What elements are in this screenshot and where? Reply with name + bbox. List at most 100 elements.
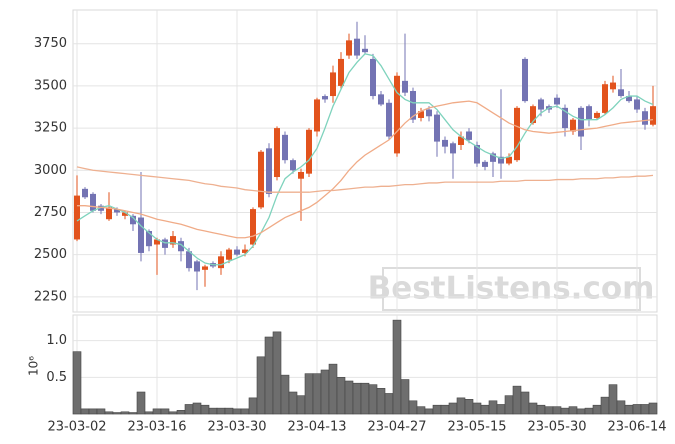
candle-body [602,84,608,113]
volume-bar [192,402,202,415]
x-tick-label: 23-06-14 [607,420,666,435]
volume-bar [72,351,82,415]
candle-body [194,261,200,272]
volume-bar [424,408,434,415]
volume-bar [360,382,370,415]
candle-body [362,48,368,53]
candle-body [410,90,416,120]
candle-body [578,107,584,137]
volume-bar [648,402,658,415]
watermark: BestListens.com [368,271,655,307]
volume-bar [312,373,322,415]
candle-body [626,96,632,102]
candle-body [226,249,232,260]
candle-body [218,256,224,269]
volume-bar [592,404,602,415]
candle-body [378,94,384,105]
volume-bar [336,377,346,415]
volume-bar [232,408,242,415]
candle-body [426,109,432,117]
y-tick-label: 3250 [34,121,67,136]
candle-body [586,106,592,120]
volume-bar [120,411,130,415]
candle-body [346,40,352,56]
volume-bar [440,404,450,415]
y-tick-label: 1.0 [46,333,67,348]
x-tick-label: 23-05-30 [527,420,586,435]
x-tick-label: 23-04-13 [287,420,346,435]
volume-bar [184,404,194,415]
volume-bar [376,388,386,415]
y-tick-label: 3750 [34,36,67,51]
candle-body [442,139,448,147]
volume-bar [608,384,618,415]
volume-bar [464,399,474,415]
candle-body [458,136,464,145]
candle-body [482,161,488,167]
volume-bar [160,408,170,415]
volume-bar [568,406,578,415]
candle-body [282,134,288,161]
candle-body [562,107,568,129]
candle-body [82,188,88,198]
candle-body [178,241,184,252]
candle-body [514,107,520,161]
candle-body [610,82,616,90]
volume-bar [520,391,530,415]
volume-bar [304,373,314,415]
candle-body [186,251,192,269]
volume-bar [400,379,410,415]
volume-bar [176,410,186,415]
volume-bar [272,331,282,415]
moving-average-line [76,53,654,266]
candle-body [642,111,648,125]
candle-body [570,119,576,132]
volume-bar [136,391,146,415]
candle-body [402,80,408,93]
candle-body [618,89,624,97]
volume-bar [456,397,466,415]
candle-body [490,153,496,162]
candle-body [306,129,312,174]
volume-bar [576,408,586,415]
candle-body [314,99,320,132]
volume-bar [104,411,114,415]
volume-bar [584,407,594,415]
candle-body [266,148,272,194]
candle-body [394,75,400,154]
volume-bar [480,404,490,415]
volume-bar [296,395,306,415]
candle-body [538,99,544,110]
volume-bar [224,407,234,415]
x-tick-label: 23-03-16 [127,420,186,435]
volume-bar [472,402,482,415]
candle-body [114,209,120,213]
candle-body [274,128,280,178]
volume-bar [256,356,266,415]
volume-bar [240,408,250,415]
moving-average-line [76,166,654,193]
volume-bar [328,363,338,415]
volume-bar [368,384,378,415]
candle-body [290,160,296,171]
volume-bar [320,369,330,415]
volume-bar [168,411,178,415]
candle-body [258,151,264,208]
volume-bar [288,391,298,415]
volume-bar [208,407,218,415]
volume-axis-label: 10⁶ [27,356,41,376]
candle-body [234,249,240,255]
volume-bar [248,397,258,415]
moving-average-line [77,100,654,239]
volume-bar [600,396,610,415]
candle-body [530,106,536,124]
candle-body [594,112,600,118]
candle-body [498,156,504,164]
candle-body [386,102,392,137]
volume-bar [280,374,290,415]
candle-body [330,72,336,97]
candle-body [474,144,480,164]
volume-bar [640,404,650,415]
volume-bar [416,406,426,415]
volume-bar [544,406,554,415]
